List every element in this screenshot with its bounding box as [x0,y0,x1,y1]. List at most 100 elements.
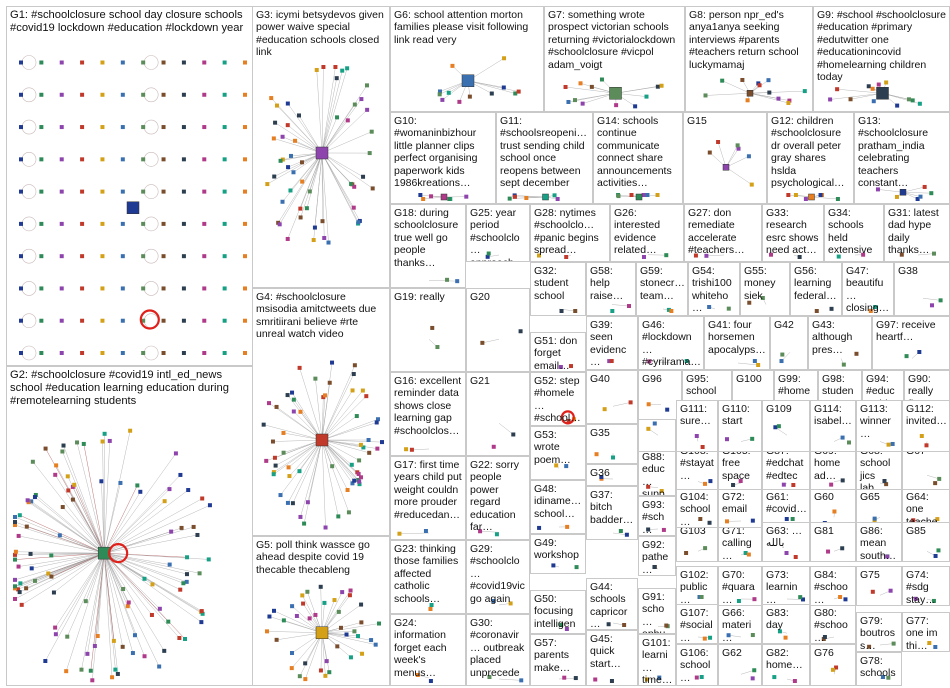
graph-node [330,360,335,365]
graph-edge [55,465,105,554]
graph-edge [14,552,105,587]
graph-node [142,654,147,659]
graph-node [910,98,915,103]
graph-node [429,194,434,199]
graph-node [110,675,115,680]
graph-edge [482,339,500,344]
graph-edge [274,122,323,154]
graph-node [298,409,303,414]
graph-node [13,523,17,528]
graph-node [297,469,302,474]
graph-edge [81,553,105,670]
group-cell-g42: G42 [770,316,808,370]
graph-node [13,584,17,589]
graph-node [120,92,125,97]
group-cell-g91: G91: scho… aphu… [638,588,676,634]
graph-node [222,60,227,65]
graph-node [326,240,331,245]
graph-edge [104,552,202,623]
group-cell-g11: G11: #schoolsreopeni… trust sending chil… [496,112,593,204]
group-network-graph [703,77,807,105]
graph-node [222,286,227,291]
group-cell-g104: G104: school… [676,488,718,528]
graph-node [197,571,202,576]
graph-node [264,458,269,463]
graph-edge [55,474,105,554]
graph-node [578,81,583,86]
graph-node [54,463,59,468]
group-label: G5: poll think wassce go ahead despite c… [256,539,373,576]
graph-node [157,606,162,611]
graph-node [519,678,524,683]
group-cell-g40: G40 [586,370,638,424]
graph-nodes [664,623,670,629]
graph-node [304,206,309,211]
graph-node [322,600,327,605]
graph-edges [612,402,631,407]
graph-node [380,440,385,445]
graph-nodes [703,77,807,105]
graph-edge [902,192,932,194]
graph-edges [740,670,755,675]
graph-node [290,604,295,609]
group-cell-g25: G25: year period #schoolclo… approach tr… [466,204,530,262]
group-network-graph [772,675,797,683]
graph-node [486,251,491,256]
graph-edges [482,339,500,344]
group-cell-g84: G84: #schoo… [810,566,856,606]
group-label: G111: sure… [680,403,711,428]
group-network-graph [610,304,631,313]
graph-node [281,430,286,435]
group-label: G80: #schoo… [814,607,848,644]
group-cell-g18: G18: during schoolclosure true well go p… [390,204,466,288]
graph-nodes [872,516,877,523]
graph-edge [283,439,323,453]
graph-node [13,515,17,520]
graph-node [593,677,598,682]
graph-edge [291,392,323,441]
graph-node [756,363,761,367]
graph-edge [321,152,354,208]
group-network-graph [652,565,659,570]
graph-edge [273,439,323,475]
graph-node [554,463,559,468]
graph-node [430,325,435,330]
graph-node [19,351,23,355]
graph-node [100,286,105,291]
graph-edge [321,439,360,482]
graph-node [107,438,112,443]
graph-node [428,679,433,683]
graph-node [700,445,705,449]
group-network-graph [646,484,664,493]
graph-node [291,409,296,414]
graph-node [750,633,755,638]
self-loop-edge [143,152,159,167]
group-network-graph [647,359,689,364]
graph-node [43,658,48,663]
graph-node [917,101,922,106]
graph-node [559,623,564,627]
group-label: G20 [470,291,490,303]
graph-node [18,581,23,586]
graph-node [645,677,649,682]
graph-node [19,125,23,130]
graph-node [891,641,896,646]
graph-node [707,150,712,155]
graph-nodes [772,675,797,683]
graph-edge [67,476,105,554]
graph-node [182,636,187,641]
graph-node [332,598,337,603]
graph-node [922,184,927,189]
graph-node [512,194,517,199]
graph-node [609,679,614,683]
group-label: G32: student school [534,265,572,302]
group-cell-g14: G14: schools continue communicate connec… [593,112,683,204]
self-loop-edge [21,345,37,361]
graph-edge [749,93,789,104]
graph-node [100,439,105,444]
graph-node [357,479,362,484]
group-label: G22: sorry people power regard education… [470,459,522,534]
graph-node [100,254,105,259]
graph-nodes [610,304,631,313]
